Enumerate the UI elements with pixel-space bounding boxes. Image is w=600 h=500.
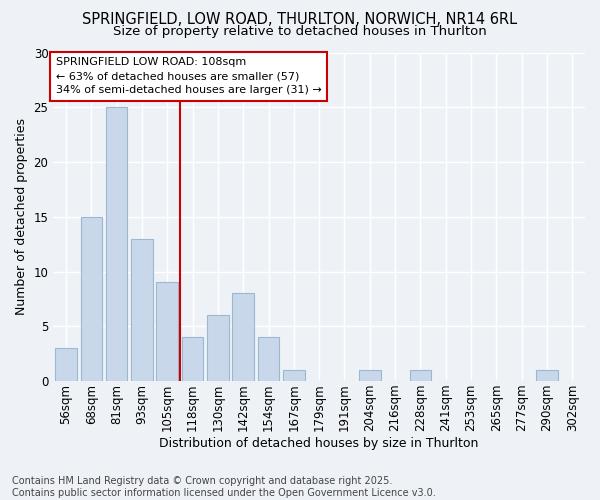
Text: Size of property relative to detached houses in Thurlton: Size of property relative to detached ho… (113, 25, 487, 38)
Bar (157, 282, 178, 381)
X-axis label: Distribution of detached houses by size in Thurlton: Distribution of detached houses by size … (160, 437, 479, 450)
Bar (207, 316, 229, 381)
Bar (283, 370, 305, 381)
Bar (536, 370, 558, 381)
Bar (106, 108, 127, 381)
Bar (182, 337, 203, 381)
Text: Contains HM Land Registry data © Crown copyright and database right 2025.
Contai: Contains HM Land Registry data © Crown c… (12, 476, 436, 498)
Bar (80, 217, 102, 381)
Bar (359, 370, 380, 381)
Bar (258, 337, 279, 381)
Bar (410, 370, 431, 381)
Bar (55, 348, 77, 381)
Bar (131, 238, 152, 381)
Bar (232, 294, 254, 381)
Y-axis label: Number of detached properties: Number of detached properties (15, 118, 28, 316)
Text: SPRINGFIELD LOW ROAD: 108sqm
← 63% of detached houses are smaller (57)
34% of se: SPRINGFIELD LOW ROAD: 108sqm ← 63% of de… (56, 58, 322, 96)
Text: SPRINGFIELD, LOW ROAD, THURLTON, NORWICH, NR14 6RL: SPRINGFIELD, LOW ROAD, THURLTON, NORWICH… (82, 12, 518, 28)
